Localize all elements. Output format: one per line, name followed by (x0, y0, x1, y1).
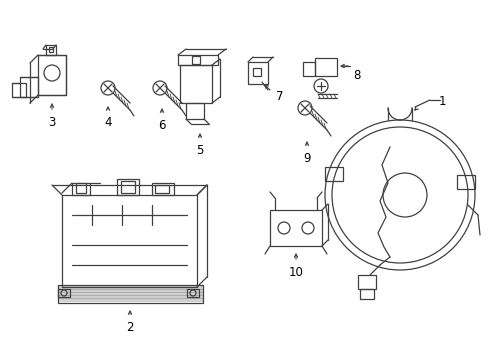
Bar (178, 55, 218, 65)
Bar (12, 83, 26, 97)
Bar (357, 275, 375, 289)
Bar (186, 289, 199, 297)
Bar (117, 179, 139, 195)
Bar (155, 185, 169, 193)
Bar (49, 47, 53, 52)
Text: 1: 1 (437, 95, 445, 108)
Bar (314, 58, 336, 76)
Text: 5: 5 (196, 144, 203, 157)
Bar (58, 289, 70, 297)
Bar (359, 289, 373, 299)
Text: 6: 6 (158, 119, 165, 132)
Text: 4: 4 (104, 116, 112, 129)
Bar (46, 45, 56, 55)
Text: 9: 9 (303, 152, 310, 165)
Text: 8: 8 (353, 69, 360, 82)
Bar (252, 68, 261, 76)
Bar (269, 210, 321, 246)
Bar (38, 55, 66, 95)
Bar (76, 183, 86, 193)
Bar (152, 183, 174, 195)
Text: 7: 7 (276, 90, 283, 103)
Bar (192, 56, 200, 64)
Bar (20, 77, 38, 97)
Bar (72, 183, 90, 195)
Bar (58, 285, 203, 303)
Text: 10: 10 (288, 266, 303, 279)
Bar (325, 167, 342, 181)
Bar (247, 62, 267, 84)
Bar (303, 62, 314, 76)
Text: 2: 2 (126, 321, 134, 334)
Bar (456, 175, 474, 189)
Text: 3: 3 (48, 116, 56, 129)
Bar (62, 195, 197, 287)
Bar (180, 65, 212, 103)
Bar (185, 103, 203, 119)
Bar (121, 181, 135, 193)
